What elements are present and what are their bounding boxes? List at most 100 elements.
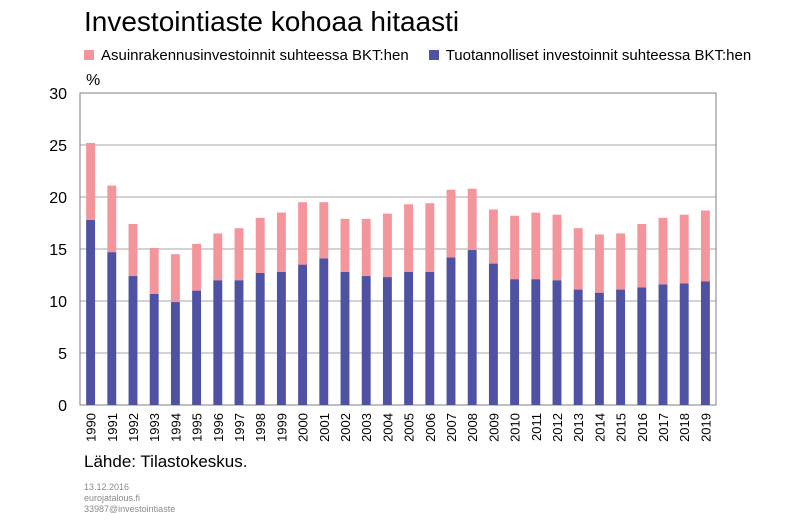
bar-residential-1993: [149, 247, 159, 294]
footer-site: eurojatalous.fi: [84, 493, 141, 503]
bar-residential-1995: [192, 243, 202, 291]
bar-productive-1995: [192, 290, 202, 405]
x-tick-label-2007: 2007: [444, 413, 459, 442]
bar-productive-2009: [488, 263, 498, 405]
x-tick-label-2008: 2008: [465, 413, 480, 442]
bar-productive-2005: [404, 271, 414, 405]
x-tick-label-2011: 2011: [529, 413, 544, 441]
bar-residential-2001: [319, 202, 329, 259]
x-tick-label-2006: 2006: [423, 413, 438, 442]
bar-residential-1992: [128, 224, 138, 277]
x-tick-label-2019: 2019: [698, 413, 713, 442]
bar-productive-2007: [446, 257, 456, 405]
bar-productive-1997: [234, 280, 244, 405]
x-tick-label-1994: 1994: [168, 413, 183, 442]
x-tick-label-2002: 2002: [338, 413, 353, 442]
x-tick-label-2016: 2016: [635, 413, 650, 442]
x-tick-label-2017: 2017: [656, 413, 671, 442]
bar-productive-1999: [276, 271, 286, 405]
bar-productive-2008: [467, 250, 477, 405]
bar-residential-1990: [86, 142, 96, 220]
bar-residential-2007: [446, 189, 456, 258]
legend-item-productive: Tuotannolliset investoinnit suhteessa BK…: [428, 46, 752, 64]
bar-residential-2018: [679, 214, 689, 284]
bar-productive-2013: [573, 289, 583, 405]
x-tick-label-1991: 1991: [105, 413, 120, 442]
bar-productive-1994: [170, 302, 180, 405]
bar-productive-2000: [298, 264, 308, 405]
bar-productive-1990: [86, 219, 96, 405]
bar-residential-2014: [594, 234, 604, 293]
bar-residential-1996: [213, 233, 223, 281]
x-tick-label-2000: 2000: [296, 413, 311, 442]
bar-residential-2004: [382, 213, 392, 278]
footer-date: 13.12.2016: [84, 482, 130, 492]
chart-title: Investointiaste kohoaa hitaasti: [84, 6, 460, 37]
bar-residential-2005: [404, 204, 414, 272]
bar-productive-2006: [425, 271, 435, 405]
bar-productive-2014: [594, 292, 604, 405]
bar-productive-2004: [382, 277, 392, 405]
x-tick-label-2010: 2010: [508, 413, 523, 442]
x-tick-label-1992: 1992: [126, 413, 141, 442]
x-tick-label-2004: 2004: [380, 413, 395, 442]
bar-residential-2002: [340, 218, 350, 272]
x-tick-label-1990: 1990: [84, 413, 99, 442]
legend-swatch-productive: [428, 50, 439, 60]
y-tick-label-30: 30: [49, 86, 67, 103]
bar-productive-2016: [637, 287, 647, 405]
bar-residential-1998: [255, 217, 265, 273]
y-tick-label-10: 10: [49, 294, 67, 311]
bar-productive-2012: [552, 280, 562, 405]
bar-productive-2002: [340, 271, 350, 405]
x-tick-label-2015: 2015: [614, 413, 629, 442]
bar-productive-2019: [700, 281, 710, 405]
legend-label-productive: Tuotannolliset investoinnit suhteessa BK…: [445, 46, 752, 64]
y-tick-label-20: 20: [49, 190, 67, 207]
bar-residential-2017: [658, 217, 668, 285]
y-tick-label-5: 5: [58, 346, 67, 363]
bar-residential-1991: [107, 185, 117, 253]
y-tick-label-25: 25: [49, 138, 67, 155]
x-tick-label-2012: 2012: [550, 413, 565, 442]
y-tick-label-15: 15: [49, 242, 67, 259]
legend-swatch-residential: [84, 50, 94, 60]
y-axis-unit: %: [86, 72, 101, 89]
x-tick-label-2018: 2018: [677, 413, 692, 442]
bar-residential-2019: [700, 210, 710, 282]
bar-residential-2006: [425, 203, 435, 272]
bar-productive-1993: [149, 293, 159, 405]
x-tick-label-2014: 2014: [592, 413, 607, 442]
x-tick-label-2013: 2013: [571, 413, 586, 442]
bar-productive-2015: [616, 289, 626, 405]
bar-productive-2001: [319, 258, 329, 405]
legend: Asuinrakennusinvestoinnit suhteessa BKT:…: [84, 44, 771, 66]
bar-residential-2012: [552, 214, 562, 281]
bar-residential-2013: [573, 228, 583, 290]
bar-residential-1994: [170, 254, 180, 303]
x-tick-label-2001: 2001: [317, 413, 332, 442]
y-tick-label-0: 0: [58, 398, 67, 415]
bar-productive-2017: [658, 284, 668, 405]
x-tick-label-1999: 1999: [274, 413, 289, 442]
footer-code: 33987@investointiaste: [84, 504, 176, 514]
bar-productive-2018: [679, 283, 689, 405]
x-tick-label-1998: 1998: [253, 413, 268, 442]
bar-residential-2009: [488, 209, 498, 264]
x-tick-label-2009: 2009: [486, 413, 501, 442]
bar-residential-2016: [637, 224, 647, 288]
x-tick-label-1996: 1996: [211, 413, 226, 442]
bar-productive-1998: [255, 272, 265, 405]
bar-productive-2003: [361, 276, 371, 405]
bar-residential-2010: [510, 215, 520, 280]
bar-productive-2011: [531, 279, 541, 405]
x-tick-label-2003: 2003: [359, 413, 374, 442]
bar-residential-1999: [276, 212, 286, 272]
bar-residential-2008: [467, 188, 477, 251]
x-tick-label-1997: 1997: [232, 413, 247, 442]
bar-residential-2003: [361, 218, 371, 277]
bar-productive-1991: [107, 252, 117, 405]
bar-residential-2011: [531, 212, 541, 280]
bar-productive-1996: [213, 280, 223, 405]
